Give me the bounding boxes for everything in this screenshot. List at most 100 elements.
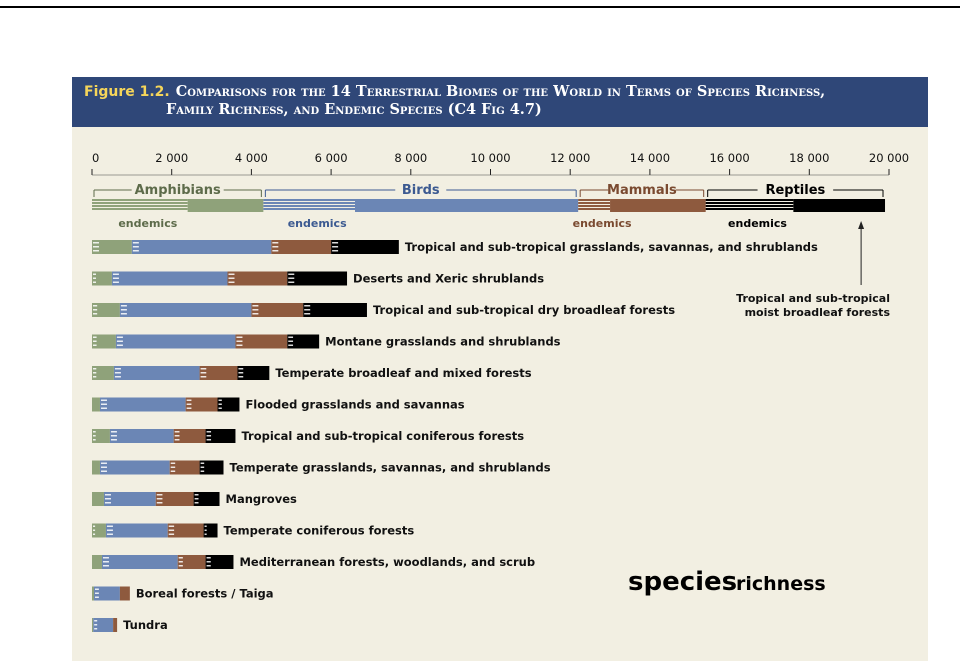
legend-endemic-stripe — [263, 205, 356, 207]
annotation-species: species — [628, 567, 737, 597]
bar-endemic-marker — [132, 242, 139, 244]
legend-label-bg — [395, 182, 447, 196]
bar-endemic-marker — [288, 277, 295, 279]
figure-number: Figure 1.2. — [84, 84, 170, 100]
x-tick-label: 14 000 — [630, 151, 670, 165]
bar-endemic-marker — [174, 431, 180, 433]
bar-endemic-marker — [102, 561, 109, 563]
bar-endemic-marker — [168, 525, 175, 527]
bar-endemic-marker — [110, 431, 117, 433]
bar-segment-reptiles — [199, 460, 224, 475]
legend-endemic-stripe — [263, 199, 356, 201]
legend-group-label: Amphibians — [135, 183, 221, 198]
x-tick-label: 2 000 — [155, 151, 188, 165]
legend-group-label: Birds — [402, 183, 440, 198]
bar-endemic-marker — [94, 596, 99, 598]
bar-segment-amphibians — [92, 555, 102, 569]
bar-endemic-marker — [120, 313, 127, 315]
bar-endemic-marker — [272, 242, 279, 244]
bar-endemic-marker — [116, 344, 123, 346]
bar-endemic-marker — [100, 407, 107, 409]
bar-endemic-marker — [106, 525, 113, 527]
bar-endemic-marker — [236, 340, 243, 342]
bar-segment-mammals — [155, 492, 194, 506]
bar-endemic-marker — [114, 372, 121, 374]
bar-endemic-marker — [116, 336, 123, 338]
legend-endemic-stripe — [705, 205, 794, 207]
bar-endemic-marker — [110, 439, 117, 441]
bar-category-label: Tropical and sub-tropical dry broadleaf … — [373, 303, 675, 317]
bar-endemic-marker — [174, 439, 180, 441]
bar-segment-amphibians — [92, 429, 110, 443]
bar-segment-mammals — [235, 334, 288, 349]
bar-endemic-marker — [218, 399, 222, 401]
bar-segment-amphibians — [92, 271, 112, 286]
x-tick-label: 18 000 — [789, 151, 829, 165]
bar-segment-birds — [93, 586, 120, 601]
bar-endemic-marker — [94, 592, 99, 594]
bar-endemic-marker — [236, 336, 243, 338]
bar-endemic-marker — [186, 403, 192, 405]
bar-endemic-marker — [332, 246, 339, 248]
bar-endemic-marker — [206, 435, 212, 437]
bar-endemic-marker — [168, 533, 175, 535]
bar-endemic-marker — [170, 466, 176, 468]
bar-endemic-marker — [94, 628, 98, 630]
legend-endemics-label: endemics — [288, 217, 347, 230]
bar-segment-reptiles — [217, 397, 240, 412]
bar-segment-birds — [101, 555, 178, 569]
bar-endemic-marker — [206, 439, 212, 441]
bar-endemic-marker — [218, 403, 222, 405]
bar-segment-mammals — [251, 303, 304, 317]
bar-segment-mammals — [227, 271, 288, 286]
bar-segment-reptiles — [303, 303, 367, 317]
figure-title-line2: Family Richness, and Endemic Species (C4… — [166, 101, 542, 118]
bar-endemic-marker — [156, 498, 163, 500]
bar-endemic-marker — [272, 246, 279, 248]
bar-segment-birds — [131, 240, 272, 254]
bar-endemic-marker — [93, 439, 96, 441]
bar-endemic-marker — [204, 529, 207, 531]
bar-segment-reptiles — [205, 555, 234, 569]
bar-segment-birds — [103, 492, 156, 506]
bar-endemic-marker — [93, 250, 99, 252]
bar-endemic-marker — [228, 273, 235, 275]
bar-endemic-marker — [206, 557, 211, 559]
bar-category-label: Tropical and sub-tropical coniferous for… — [241, 429, 524, 443]
bar-endemic-marker — [112, 277, 119, 279]
bar-segment-mammals — [199, 366, 238, 380]
legend-endemics-label: endemics — [573, 217, 632, 230]
bar-endemic-marker — [93, 435, 96, 437]
legend-endemic-stripe — [578, 202, 611, 204]
x-tick-label: 8 000 — [394, 151, 427, 165]
legend-endemic-stripe — [705, 208, 794, 210]
bar-category-label: Temperate grasslands, savannas, and shru… — [230, 461, 551, 475]
bar-endemic-marker — [106, 529, 113, 531]
bar-endemic-marker — [206, 561, 211, 563]
bar-endemic-marker — [120, 305, 127, 307]
bar-endemic-marker — [93, 376, 97, 378]
bar-endemic-marker — [94, 620, 98, 622]
legend-endemic-stripe — [263, 202, 356, 204]
legend-label-bg — [131, 182, 224, 196]
bar-segment-mammals — [173, 429, 206, 443]
legend-endemic-stripe — [578, 208, 611, 210]
bar-segment-mammals — [271, 240, 332, 254]
bar-segment-birds — [99, 397, 186, 412]
bar-endemic-marker — [112, 273, 119, 275]
bar-endemic-marker — [218, 407, 222, 409]
legend-endemic-stripe — [578, 199, 611, 201]
x-tick-label: 12 000 — [550, 151, 590, 165]
bar-endemic-marker — [178, 557, 183, 559]
bar-endemic-marker — [100, 470, 107, 472]
note-arrow-head — [858, 221, 865, 229]
bar-endemic-marker — [238, 368, 244, 370]
bar-endemic-marker — [93, 344, 97, 346]
bar-endemic-marker — [252, 313, 259, 315]
bar-endemic-marker — [100, 399, 107, 401]
bar-endemic-marker — [288, 340, 294, 342]
bar-endemic-marker — [100, 466, 107, 468]
bar-endemic-marker — [93, 372, 97, 374]
bar-segment-amphibians — [92, 523, 106, 538]
bar-segment-mammals — [119, 586, 130, 601]
